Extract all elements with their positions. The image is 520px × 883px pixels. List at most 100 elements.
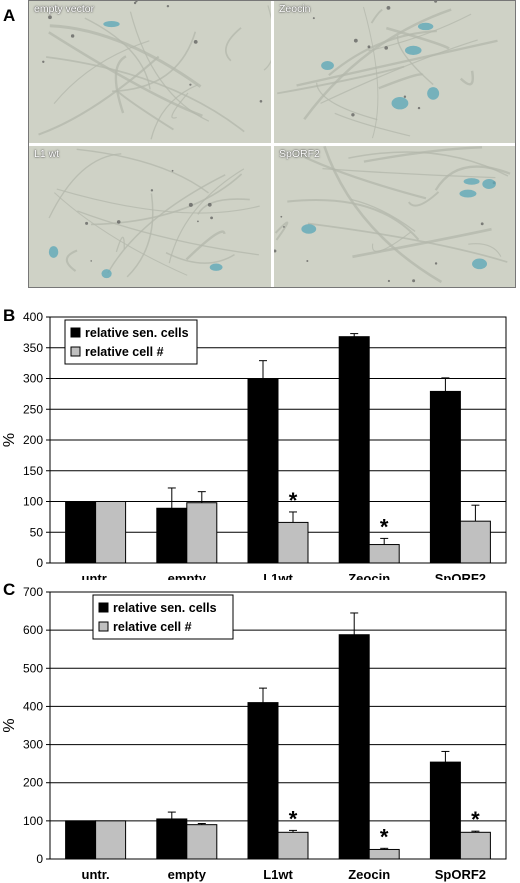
micrograph-empty-vector: empty vector <box>29 1 271 143</box>
y-tick-label: 700 <box>23 585 43 599</box>
blue-stain-spot <box>101 269 112 279</box>
blue-stain-spot <box>103 20 120 28</box>
debris-dot <box>306 260 309 263</box>
cell-outline <box>90 173 243 226</box>
cell-outline <box>348 151 509 177</box>
micrograph-image <box>274 146 515 287</box>
debris-dot <box>353 38 358 43</box>
x-category-label: L1wt <box>263 571 293 580</box>
bar-relative-cell-count <box>186 502 218 564</box>
debris-dot <box>116 220 121 224</box>
debris-dot <box>259 99 263 103</box>
micrograph-image <box>29 1 271 143</box>
debris-dot <box>387 279 391 283</box>
cell-outline <box>38 55 160 136</box>
cell-outline <box>468 243 502 257</box>
y-axis-label: % <box>1 433 18 447</box>
debris-dot <box>197 220 199 223</box>
legend-entry: relative cell # <box>113 620 192 634</box>
y-axis-label: % <box>1 718 18 732</box>
blue-stain-spot <box>417 22 434 31</box>
micrograph-background <box>274 1 515 143</box>
cell-outline <box>263 5 271 71</box>
blue-stain-spot <box>482 179 496 190</box>
bar-relative-sen-cells <box>156 818 188 860</box>
legend-box <box>92 594 234 640</box>
y-tick-label: 200 <box>23 776 43 790</box>
bar-relative-sen-cells <box>338 336 370 564</box>
y-tick-label: 0 <box>36 852 43 866</box>
debris-dot <box>386 5 391 10</box>
bar-relative-cell-count <box>95 820 127 860</box>
debris-dot <box>434 262 438 265</box>
cell-outline <box>434 165 511 191</box>
cell-outline <box>150 84 199 140</box>
cell-outline <box>323 146 443 284</box>
bar-relative-cell-count <box>277 521 309 564</box>
micrograph-label: empty vector <box>34 3 95 15</box>
bar-relative-cell-count <box>368 848 400 860</box>
cell-outline <box>168 168 245 264</box>
y-tick-label: 350 <box>23 341 43 355</box>
x-category-label: Zeocin <box>348 867 390 882</box>
y-tick-label: 100 <box>23 495 43 509</box>
legend-swatch <box>70 327 81 338</box>
cell-outline <box>328 29 437 77</box>
chart-panel-c: 0 100 200 300 400 500 600 700% untr. empty L1wt Zeo… <box>1 585 507 882</box>
y-tick-label: 600 <box>23 623 43 637</box>
debris-dot <box>48 15 52 20</box>
cell-outline <box>352 227 492 259</box>
cell-outline <box>116 89 174 131</box>
x-category-label: L1wt <box>263 867 293 882</box>
cell-outline <box>407 191 440 207</box>
legend-entry: relative sen. cells <box>85 326 189 340</box>
micrograph-sporf2: SpORF2 <box>274 146 515 287</box>
cell-outline <box>274 221 289 241</box>
y-tick-label: 500 <box>23 661 43 675</box>
cell-outline <box>320 39 478 104</box>
cell-outline <box>378 73 424 90</box>
debris-dot <box>480 222 484 226</box>
cell-outline <box>77 210 259 256</box>
debris-dot <box>188 202 193 207</box>
cell-outline <box>385 26 450 50</box>
significance-asterisk: * <box>289 488 298 513</box>
cell-outline <box>225 27 242 62</box>
x-category-label: Zeocin <box>348 571 390 580</box>
cell-outline <box>46 56 245 133</box>
blue-stain-spot <box>301 224 317 234</box>
micrograph-image <box>274 1 515 143</box>
legend: relative sen. cells relative cell # <box>64 319 198 365</box>
cell-outline <box>54 192 188 276</box>
cell-outline <box>293 150 427 200</box>
bar-relative-sen-cells <box>156 507 188 564</box>
y-tick-label: 300 <box>23 372 43 386</box>
blue-stain-spot <box>321 61 334 71</box>
micrograph-grid: empty vector Zeocin L1 wt SpORF2 <box>28 0 516 288</box>
significance-asterisk: * <box>471 807 480 832</box>
micrograph-label: SpORF2 <box>279 148 320 160</box>
x-category-label: SpORF2 <box>435 571 486 580</box>
debris-dot <box>283 226 285 228</box>
debris-dot <box>207 202 212 207</box>
cell-outline <box>368 13 472 52</box>
cell-outline <box>363 146 483 163</box>
blue-stain-spot <box>463 178 480 185</box>
legend-box <box>64 319 198 365</box>
cell-outline <box>56 188 260 214</box>
y-tick-label: 250 <box>23 402 43 416</box>
x-category-label: untr. <box>82 571 110 580</box>
debris-dot <box>166 4 170 8</box>
bar-relative-sen-cells <box>65 820 97 860</box>
blue-stain-spot <box>459 189 477 198</box>
cell-outline <box>112 31 197 93</box>
cell-outline <box>84 17 151 90</box>
significance-asterisk: * <box>289 806 298 831</box>
cell-outline <box>65 249 78 272</box>
bar-relative-sen-cells <box>247 702 279 860</box>
cell-outline <box>48 31 203 118</box>
debris-dot <box>434 1 438 3</box>
cell-outline <box>126 193 154 278</box>
bar-relative-cell-count <box>459 520 491 564</box>
significance-asterisk: * <box>380 514 389 539</box>
